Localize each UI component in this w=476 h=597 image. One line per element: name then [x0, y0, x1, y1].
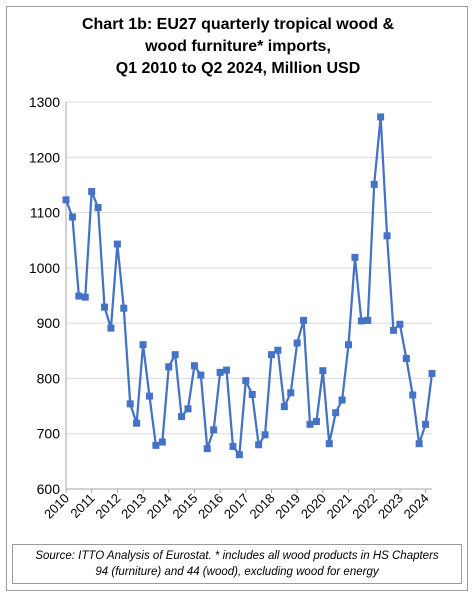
x-tick-label: 2018 [247, 491, 278, 522]
data-point [248, 390, 256, 398]
data-point [133, 419, 141, 427]
data-point [113, 240, 121, 248]
data-point [261, 431, 269, 439]
y-tick-label: 1300 [29, 94, 60, 110]
data-point [274, 346, 282, 354]
x-tick-label: 2011 [67, 491, 97, 521]
x-tick-label: 2022 [349, 491, 380, 522]
source-note-line-1: Source: ITTO Analysis of Eurostat. * inc… [35, 550, 439, 562]
data-point [255, 441, 263, 449]
series-group [62, 113, 436, 459]
x-tick-label: 2024 [401, 491, 432, 522]
y-tick-label: 1200 [29, 149, 60, 165]
data-point [126, 400, 134, 408]
data-point [396, 320, 404, 328]
x-tick-label: 2023 [375, 491, 406, 522]
chart-title-line-3: Q1 2010 to Q2 2024, Million USD [115, 60, 361, 77]
chart-title-line-1: Chart 1b: EU27 quarterly tropical wood & [81, 16, 395, 33]
data-point [300, 316, 308, 324]
data-point [152, 441, 160, 449]
data-point [178, 413, 186, 421]
data-point [107, 324, 115, 332]
data-point [409, 391, 417, 399]
data-point [402, 355, 410, 363]
data-point [389, 326, 397, 334]
data-point [280, 403, 288, 411]
x-tick-label: 2012 [92, 491, 123, 522]
x-axis-tick-labels: 2010201120122013201420152016201720182019… [41, 491, 432, 522]
data-point [287, 389, 295, 397]
data-point [190, 362, 198, 370]
data-point [88, 188, 96, 196]
chart-title: Chart 1b: EU27 quarterly tropical wood &… [0, 14, 476, 80]
axes [65, 102, 432, 493]
data-point [306, 420, 314, 428]
data-point [171, 351, 179, 359]
y-tick-label: 800 [37, 370, 61, 386]
data-point [383, 232, 391, 240]
data-point [216, 368, 224, 376]
data-point [235, 451, 243, 459]
data-point [338, 396, 346, 404]
data-point [158, 438, 166, 446]
x-tick-label: 2020 [298, 491, 329, 522]
data-point [364, 316, 372, 324]
y-axis-tick-labels: 600 700 800 900 1000 1100 1200 1300 [29, 94, 60, 497]
data-point [319, 367, 327, 375]
data-point [422, 420, 430, 428]
data-point [351, 253, 359, 261]
data-point [223, 366, 231, 374]
chart-title-line-2: wood furniture* imports, [145, 38, 331, 55]
y-tick-label: 1100 [30, 205, 60, 221]
data-point [101, 303, 109, 311]
source-note: Source: ITTO Analysis of Eurostat. * inc… [12, 544, 462, 584]
data-point [370, 180, 378, 188]
x-tick-label: 2017 [221, 491, 252, 522]
data-point [68, 213, 76, 221]
data-point [210, 426, 218, 434]
data-point [94, 204, 102, 212]
data-point [184, 405, 192, 413]
data-point [120, 304, 128, 312]
series-line [64, 115, 434, 456]
data-point [165, 363, 173, 371]
data-point [332, 409, 340, 417]
data-point [357, 317, 365, 325]
y-tick-label: 700 [37, 426, 61, 442]
y-tick-label: 600 [37, 481, 61, 497]
data-point [428, 369, 436, 377]
x-tick-label: 2021 [324, 491, 355, 522]
x-tick-label: 2019 [272, 491, 303, 522]
data-point [377, 113, 385, 121]
y-tick-label: 1000 [29, 260, 60, 276]
data-point [145, 392, 153, 400]
data-point [415, 440, 423, 448]
data-point [197, 371, 205, 379]
x-tick-label: 2014 [144, 491, 175, 522]
data-point [325, 440, 333, 448]
y-tick-label: 900 [37, 315, 61, 331]
source-note-line-2: 94 (furniture) and 44 (wood), excluding … [95, 566, 379, 578]
x-tick-label: 2013 [118, 491, 149, 522]
data-point [75, 292, 83, 300]
data-point [312, 418, 320, 426]
data-point [229, 442, 237, 450]
data-point [139, 341, 147, 349]
data-point [293, 339, 301, 347]
x-tick-label: 2016 [195, 491, 226, 522]
data-point [81, 293, 89, 301]
data-point [242, 377, 250, 385]
data-point [62, 196, 70, 204]
data-point [203, 445, 211, 453]
x-tick-label: 2015 [169, 491, 200, 522]
data-point [267, 351, 275, 359]
data-point [345, 341, 353, 349]
